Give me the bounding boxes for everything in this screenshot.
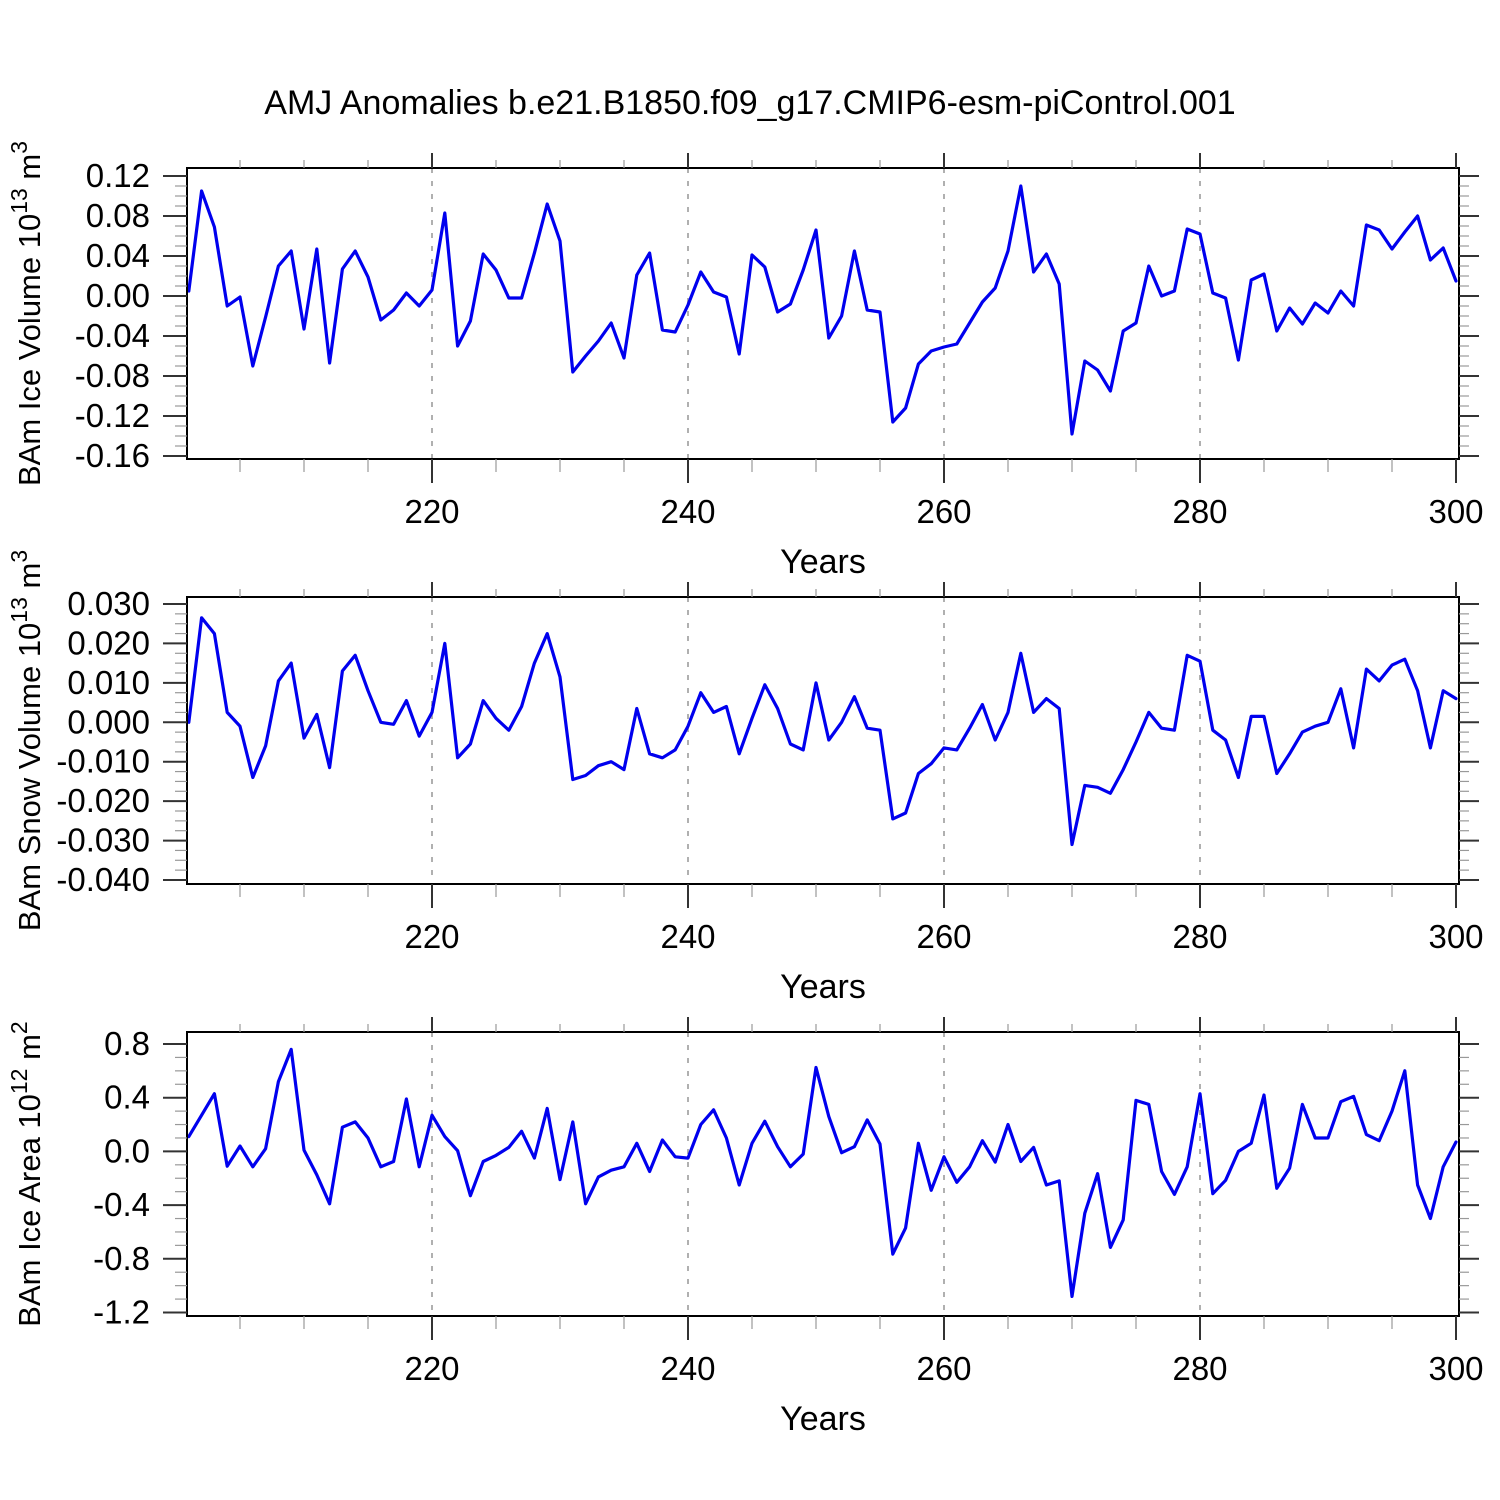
y-tick-label: -0.04	[75, 317, 150, 354]
panel-snow-volume: 220 240 260 280 300 Years 0.0300.0200.0100.000…	[6, 550, 1484, 1006]
x-tick-label: 300	[1428, 918, 1483, 955]
panel-frame	[186, 167, 1460, 460]
snow-volume-line	[187, 616, 1458, 847]
ice-volume-line	[187, 184, 1458, 436]
x-axis-title: Years	[780, 968, 866, 1006]
y-tick-label: -0.030	[56, 822, 150, 859]
x-tick-label: 240	[660, 1350, 715, 1387]
panel-ice-area: 220 240 260 280 300 Years 0.8 0.4 0.0 -0.4 -0.8 -1.…	[6, 1017, 1484, 1438]
y-tick-label: 0.12	[86, 157, 150, 194]
y-tick-label: 0.010	[67, 664, 150, 701]
y-tick-label: -0.040	[56, 861, 150, 898]
y-axis-title: BAm Snow Volume 1013 m3	[6, 550, 47, 931]
x-tick-label: 280	[1172, 918, 1227, 955]
panel-ice-volume: 220 240 260 280 300Years0.120.080.040.00-0.0…	[6, 141, 1484, 581]
x-tick-label: 280	[1172, 493, 1227, 530]
x-tick-label: 240	[660, 493, 715, 530]
y-tick-label: -0.4	[93, 1186, 150, 1223]
y-tick-label: -0.020	[56, 782, 150, 819]
y-tick-label: 0.020	[67, 624, 150, 661]
x-axis-title: Years	[780, 1400, 866, 1438]
y-tick-label: 0.00	[86, 277, 150, 314]
y-axis-title: BAm Ice Volume 1013 m3	[6, 141, 47, 486]
y-tick-label: 0.000	[67, 703, 150, 740]
y-tick-label: -0.12	[75, 397, 150, 434]
y-tick-label: 0.4	[104, 1079, 150, 1116]
x-tick-label: 240	[660, 918, 715, 955]
y-axis-title: BAm Ice Area 1012 m2	[6, 1021, 47, 1326]
x-tick-label: 260	[916, 1350, 971, 1387]
panel-frame	[186, 1031, 1460, 1317]
y-tick-label: 0.0	[104, 1132, 150, 1169]
x-axis-title: Years	[780, 543, 866, 581]
ice-area-line	[187, 1047, 1458, 1299]
x-tick-label: 220	[404, 1350, 459, 1387]
x-tick-label: 300	[1428, 1350, 1483, 1387]
x-tick-label: 220	[404, 493, 459, 530]
panel-frame	[186, 596, 1460, 885]
x-tick-label: 300	[1428, 493, 1483, 530]
chart-title: AMJ Anomalies b.e21.B1850.f09_g17.CMIP6-…	[264, 84, 1236, 122]
x-tick-label: 260	[916, 493, 971, 530]
y-tick-label: -0.8	[93, 1240, 150, 1277]
y-tick-label: -0.010	[56, 743, 150, 780]
y-tick-label: -1.2	[93, 1294, 150, 1331]
y-tick-label: -0.16	[75, 437, 150, 474]
x-tick-label: 260	[916, 918, 971, 955]
y-tick-label: 0.030	[67, 585, 150, 622]
x-tick-label: 280	[1172, 1350, 1227, 1387]
y-tick-label: 0.8	[104, 1025, 150, 1062]
x-tick-label: 220	[404, 918, 459, 955]
y-tick-label: -0.08	[75, 357, 150, 394]
y-tick-label: 0.04	[86, 237, 150, 274]
y-tick-label: 0.08	[86, 197, 150, 234]
